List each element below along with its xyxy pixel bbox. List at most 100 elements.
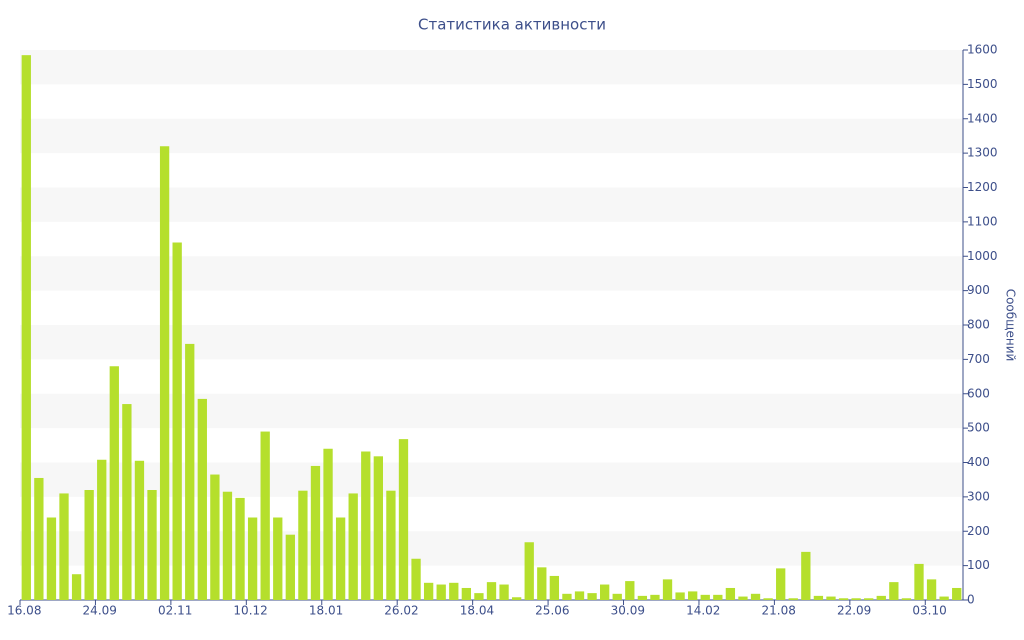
bar [273, 517, 283, 600]
x-tick-label: 18.01 [309, 604, 343, 618]
bar [197, 398, 207, 600]
bar [713, 594, 723, 600]
y-tick-label: 500 [967, 421, 990, 435]
bar [738, 596, 748, 600]
bar [486, 582, 497, 600]
bar [876, 595, 886, 600]
bar [688, 591, 698, 600]
bar [851, 598, 861, 600]
bar [134, 460, 145, 600]
grid-band [20, 50, 963, 85]
bar [612, 593, 622, 600]
y-tick-label: 900 [967, 283, 990, 297]
bar [952, 587, 962, 600]
bar [423, 582, 434, 600]
bar [675, 592, 685, 600]
bar [361, 451, 371, 600]
bar [46, 517, 57, 600]
bar [398, 439, 409, 600]
bar [813, 595, 824, 600]
bar [310, 465, 321, 600]
bar [436, 584, 446, 600]
y-axis-label: Сообщений [1004, 289, 1018, 362]
bar [122, 404, 132, 600]
bar [662, 579, 673, 600]
y-tick-label: 300 [967, 489, 990, 503]
bar [537, 567, 547, 600]
bar [524, 542, 534, 600]
bar [562, 593, 572, 600]
y-tick-label: 1600 [967, 43, 998, 57]
bar [750, 593, 761, 600]
y-tick-label: 200 [967, 524, 990, 538]
bar [650, 594, 660, 600]
bar [574, 591, 585, 600]
x-tick-label: 14.02 [686, 604, 720, 618]
x-tick-label: 21.08 [762, 604, 796, 618]
x-tick-label: 10.12 [233, 604, 267, 618]
bar [109, 366, 119, 600]
bar [298, 490, 308, 600]
bar [763, 598, 773, 600]
bar [637, 595, 648, 600]
bar [914, 563, 924, 600]
bar [222, 491, 233, 600]
bar [449, 582, 459, 600]
bar [59, 493, 69, 600]
y-tick-label: 400 [967, 455, 990, 469]
bar [725, 587, 736, 600]
bar [461, 587, 472, 600]
bar [247, 517, 258, 600]
y-tick-label: 0 [967, 593, 975, 607]
bar [373, 456, 383, 600]
bar [185, 343, 195, 600]
bar [587, 593, 597, 600]
bar [34, 477, 44, 600]
y-tick-label: 1500 [967, 77, 998, 91]
bar [159, 146, 170, 600]
x-tick-label: 22.09 [837, 604, 871, 618]
y-tick-label: 600 [967, 386, 990, 400]
y-tick-label: 1100 [967, 214, 998, 228]
bar [889, 582, 899, 600]
bar [172, 242, 182, 600]
bar [21, 55, 31, 600]
bar [926, 579, 937, 600]
x-tick-label: 16.08 [7, 604, 41, 618]
y-tick-label: 1200 [967, 180, 998, 194]
y-tick-label: 1400 [967, 111, 998, 125]
bar [511, 597, 522, 600]
bar [386, 490, 396, 600]
grid-band [20, 187, 963, 222]
bar [901, 598, 912, 600]
bar [788, 598, 798, 600]
bar [411, 558, 421, 600]
x-tick-label: 25.06 [535, 604, 569, 618]
x-tick-label: 26.02 [384, 604, 418, 618]
y-tick-label: 700 [967, 352, 990, 366]
bar [235, 497, 245, 600]
x-tick-label: 03.10 [912, 604, 946, 618]
y-tick-label: 100 [967, 558, 990, 572]
bar [549, 575, 560, 600]
bar [335, 517, 346, 600]
bar [864, 598, 874, 600]
bar [210, 474, 220, 600]
y-tick-label: 800 [967, 318, 990, 332]
bar [323, 448, 333, 600]
bar [625, 581, 635, 600]
chart-title: Статистика активности [418, 16, 606, 34]
bar [600, 584, 610, 600]
y-tick-label: 1300 [967, 146, 998, 160]
bar [71, 574, 82, 600]
bar [147, 490, 157, 600]
bar [700, 594, 710, 600]
bar [939, 596, 949, 600]
bar [84, 490, 94, 600]
bar [776, 568, 786, 600]
x-tick-label: 02.11 [158, 604, 192, 618]
bar [285, 534, 295, 600]
bar [97, 459, 107, 600]
